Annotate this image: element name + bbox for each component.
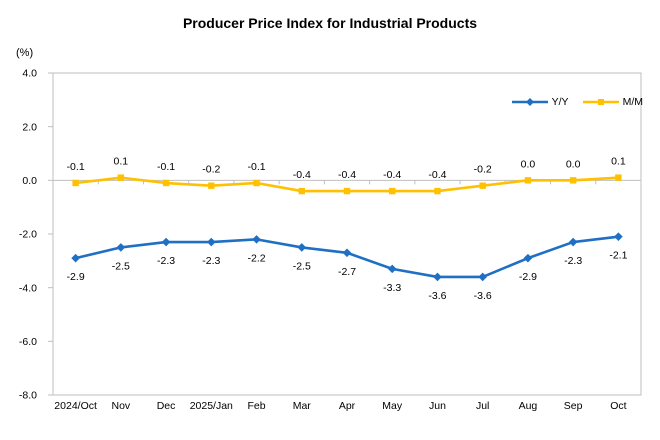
x-axis-tick-label: Aug — [519, 400, 538, 412]
mm-marker-icon — [389, 187, 396, 195]
yy-data-label: -2.7 — [338, 266, 356, 278]
yy-marker-icon — [568, 237, 578, 247]
yy-data-label: -3.6 — [474, 290, 492, 302]
yy-marker-icon — [207, 237, 216, 247]
y-axis-tick-label: 4.0 — [22, 68, 37, 80]
mm-marker-icon — [72, 179, 79, 187]
yy-marker-icon — [478, 272, 487, 282]
legend: Y/Y M/M — [511, 97, 643, 108]
legend-diamond-marker-icon — [525, 98, 534, 107]
yy-data-label: -2.9 — [67, 271, 85, 283]
yy-marker-icon — [387, 264, 397, 274]
yy-data-label: -3.3 — [383, 282, 401, 294]
mm-marker-icon — [162, 179, 170, 187]
legend-square-marker-icon — [597, 99, 604, 106]
yy-data-label: -3.6 — [428, 290, 446, 302]
mm-marker-icon — [117, 174, 125, 181]
y-axis-unit-label: (%) — [16, 47, 34, 59]
x-axis-tick-label: Dec — [157, 400, 176, 412]
yy-marker-icon — [161, 237, 171, 247]
mm-marker-icon — [208, 182, 215, 189]
x-axis-tick-label: Nov — [112, 400, 131, 412]
mm-data-label: -0.4 — [383, 169, 401, 181]
yy-data-label: -2.5 — [112, 260, 130, 272]
mm-marker-icon — [569, 177, 577, 184]
mm-data-label: -0.1 — [247, 161, 265, 173]
mm-marker-icon — [524, 177, 532, 184]
x-axis-tick-label: Jun — [429, 400, 446, 412]
plot-border — [52, 72, 642, 396]
x-axis-tick-label: Feb — [247, 400, 265, 412]
yy-data-label: -2.3 — [202, 255, 220, 267]
mm-data-label: -0.2 — [474, 164, 492, 176]
yy-data-label: -2.1 — [609, 250, 627, 262]
mm-data-label: -0.2 — [202, 164, 220, 176]
yy-marker-icon — [71, 253, 80, 263]
mm-marker-icon — [298, 187, 305, 195]
mm-data-label: 0.0 — [566, 158, 581, 170]
mm-marker-icon — [343, 187, 351, 195]
yy-marker-icon — [433, 272, 442, 282]
mm-data-label: 0.0 — [521, 158, 536, 170]
y-axis-tick-label: -2.0 — [19, 229, 37, 241]
yy-data-label: -2.9 — [519, 271, 537, 283]
y-axis-tick-label: -8.0 — [19, 390, 37, 402]
x-axis-tick-label: Sep — [564, 400, 583, 412]
mm-series-swatch-icon — [582, 99, 619, 106]
yy-data-label: -2.3 — [157, 255, 175, 267]
legend-item-yy: Y/Y — [511, 97, 569, 108]
chart-title: Producer Price Index for Industrial Prod… — [182, 15, 478, 31]
yy-marker-icon — [342, 248, 352, 258]
legend-label-yy: Y/Y — [551, 96, 569, 108]
yy-marker-icon — [252, 235, 261, 244]
yy-data-label: -2.2 — [247, 252, 265, 264]
mm-data-label: -0.1 — [67, 161, 85, 173]
mm-data-label: 0.1 — [114, 156, 129, 168]
x-axis-tick-label: 2025/Jan — [190, 400, 233, 412]
y-axis-tick-label: -6.0 — [19, 336, 37, 348]
yy-series-swatch-icon — [511, 98, 548, 107]
yy-data-label: -2.5 — [293, 260, 311, 272]
mm-data-label: -0.4 — [293, 169, 311, 181]
y-axis-tick-label: -4.0 — [19, 282, 37, 294]
mm-marker-icon — [615, 174, 622, 181]
mm-marker-icon — [434, 187, 441, 195]
mm-marker-icon — [253, 179, 260, 187]
x-axis-tick-label: 2024/Oct — [54, 400, 97, 412]
yy-marker-icon — [116, 243, 126, 252]
y-axis-tick-label: 0.0 — [22, 175, 37, 187]
mm-data-label: -0.4 — [428, 169, 446, 181]
mm-marker-icon — [479, 182, 486, 189]
yy-marker-icon — [614, 232, 623, 241]
yy-marker-icon — [297, 243, 307, 252]
x-axis-tick-label: Jul — [476, 400, 489, 412]
x-axis-tick-label: Apr — [339, 400, 356, 412]
legend-label-mm: M/M — [622, 96, 643, 108]
x-axis-tick-label: May — [382, 400, 403, 412]
x-axis-tick-label: Mar — [293, 400, 312, 412]
y-axis-tick-label: 2.0 — [22, 121, 37, 133]
mm-data-label: -0.4 — [338, 169, 356, 181]
legend-item-mm: M/M — [582, 97, 643, 108]
yy-marker-icon — [523, 253, 533, 263]
yy-data-label: -2.3 — [564, 255, 582, 267]
x-axis-tick-label: Oct — [610, 400, 626, 412]
mm-data-label: -0.1 — [157, 161, 175, 173]
mm-data-label: 0.1 — [611, 156, 626, 168]
